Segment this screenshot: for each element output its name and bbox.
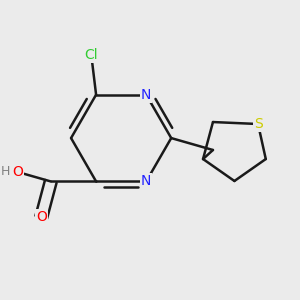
Text: Cl: Cl	[85, 48, 98, 62]
Text: O: O	[12, 165, 23, 179]
Text: S: S	[254, 117, 262, 131]
Text: N: N	[141, 88, 152, 102]
Text: O: O	[36, 210, 47, 224]
Text: H: H	[1, 165, 10, 178]
Text: N: N	[141, 174, 152, 188]
